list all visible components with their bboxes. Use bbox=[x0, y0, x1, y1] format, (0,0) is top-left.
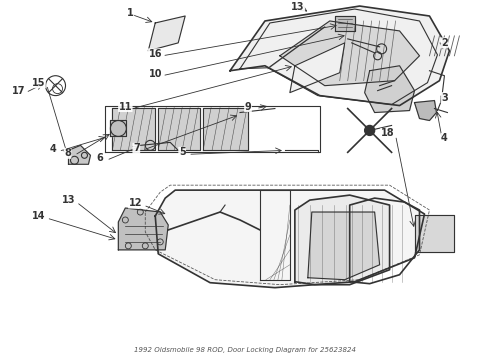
Polygon shape bbox=[155, 190, 424, 288]
Text: 10: 10 bbox=[148, 69, 162, 79]
Text: 13: 13 bbox=[62, 195, 75, 205]
Text: 4: 4 bbox=[49, 144, 56, 154]
Polygon shape bbox=[119, 208, 168, 250]
Polygon shape bbox=[69, 145, 91, 164]
Polygon shape bbox=[158, 108, 200, 150]
Text: 3: 3 bbox=[441, 93, 448, 103]
Text: 9: 9 bbox=[245, 102, 251, 112]
Polygon shape bbox=[112, 108, 155, 150]
Text: 11: 11 bbox=[119, 102, 132, 112]
Text: 1: 1 bbox=[127, 8, 134, 18]
Text: 14: 14 bbox=[32, 211, 46, 221]
Text: 12: 12 bbox=[128, 198, 142, 208]
Polygon shape bbox=[308, 212, 380, 280]
Polygon shape bbox=[110, 121, 126, 136]
Polygon shape bbox=[280, 21, 419, 86]
Text: 6: 6 bbox=[96, 153, 103, 163]
Polygon shape bbox=[365, 66, 415, 113]
Polygon shape bbox=[290, 43, 345, 93]
Text: 13: 13 bbox=[291, 2, 305, 12]
Polygon shape bbox=[415, 215, 454, 252]
Text: 4: 4 bbox=[441, 134, 448, 143]
Circle shape bbox=[365, 126, 375, 135]
Text: 1992 Oldsmobile 98 ROD, Door Locking Diagram for 25623824: 1992 Oldsmobile 98 ROD, Door Locking Dia… bbox=[134, 347, 356, 353]
Text: 18: 18 bbox=[381, 129, 394, 139]
Text: 2: 2 bbox=[441, 38, 448, 48]
Polygon shape bbox=[203, 108, 248, 150]
Polygon shape bbox=[230, 6, 449, 105]
Text: 15: 15 bbox=[32, 78, 46, 88]
Text: 16: 16 bbox=[148, 49, 162, 59]
Polygon shape bbox=[148, 16, 185, 51]
Text: 7: 7 bbox=[133, 143, 140, 153]
Polygon shape bbox=[295, 195, 390, 285]
Text: 5: 5 bbox=[179, 147, 186, 157]
Polygon shape bbox=[415, 100, 437, 121]
Polygon shape bbox=[335, 16, 355, 31]
Text: 17: 17 bbox=[12, 86, 25, 96]
Text: 8: 8 bbox=[64, 148, 71, 158]
